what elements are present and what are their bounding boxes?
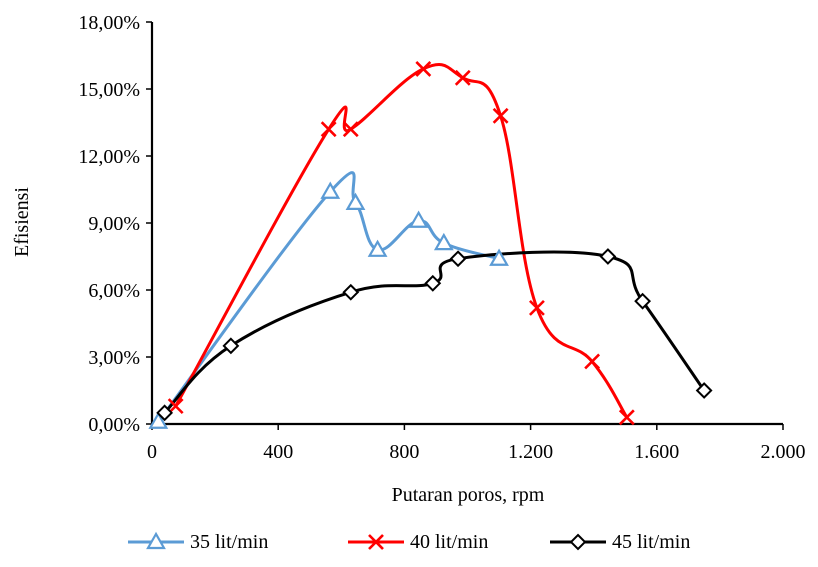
y-tick-label: 6,00%	[88, 280, 140, 302]
data-point-diamond	[599, 248, 617, 265]
x-tick-label: 800	[389, 441, 419, 463]
data-point-diamond	[156, 404, 174, 422]
x-tick-label: 0	[147, 441, 157, 463]
series-line-45-lit-min	[163, 250, 706, 414]
legend-marker	[368, 534, 384, 550]
data-point-x-stroke	[618, 409, 635, 426]
data-point-diamond	[634, 292, 652, 310]
data-point-x-stroke	[415, 60, 432, 77]
data-point-x	[454, 69, 471, 86]
series-line-40-lit-min	[174, 63, 629, 419]
y-tick-label: 9,00%	[88, 213, 140, 235]
legend: 35 lit/min 40 lit/min 45 lit/min	[128, 531, 690, 553]
data-point-x-stroke	[584, 353, 601, 370]
data-point-triangle	[408, 210, 429, 228]
x-tick-label: 1.600	[634, 441, 679, 463]
series-line-35-lit-min	[157, 171, 500, 423]
legend-label: 40 lit/min	[410, 531, 488, 553]
y-tick-label: 0,00%	[88, 414, 140, 436]
legend-marker	[569, 533, 587, 551]
data-point-x	[415, 60, 432, 77]
y-axis-title: Efisiensi	[11, 187, 33, 257]
data-point-x-stroke	[528, 299, 545, 316]
data-point-triangle	[345, 192, 366, 210]
y-tick-label: 18,00%	[78, 12, 140, 34]
data-point-x-stroke	[342, 121, 359, 138]
series-layer	[157, 63, 706, 423]
data-point-diamond	[222, 337, 240, 355]
marker-layer	[148, 60, 713, 429]
data-point-diamond	[695, 382, 713, 399]
data-point-x-stroke	[492, 107, 509, 124]
data-point-triangle	[320, 181, 341, 199]
data-point-x	[618, 409, 635, 426]
y-tick-label: 3,00%	[88, 347, 140, 369]
data-point-diamond	[424, 274, 442, 292]
y-tick-label: 15,00%	[78, 79, 140, 101]
data-point-x	[584, 353, 601, 370]
x-tick-label: 1.200	[508, 441, 553, 463]
data-point-triangle	[433, 232, 454, 251]
legend-marker	[146, 531, 166, 550]
data-point-x	[320, 121, 337, 138]
x-axis-title: Putaran poros, rpm	[392, 484, 545, 506]
data-point-x	[528, 299, 545, 316]
y-tick-label: 12,00%	[78, 146, 140, 168]
data-point-x-stroke	[454, 69, 471, 86]
data-point-diamond	[342, 283, 360, 301]
x-tick-label: 400	[263, 441, 293, 463]
data-point-triangle	[489, 248, 509, 266]
legend-label: 35 lit/min	[190, 531, 268, 553]
legend-marker-stroke	[368, 534, 384, 550]
legend-label: 45 lit/min	[612, 531, 690, 553]
data-point-x	[342, 121, 359, 138]
data-point-x-stroke	[320, 121, 337, 138]
data-point-triangle	[148, 411, 169, 429]
data-point-triangle	[367, 239, 388, 257]
data-point-x	[492, 107, 509, 124]
x-tick-label: 2.000	[761, 441, 806, 463]
axes: 0,00% 3,00% 6,00% 9,00% 12,00% 15,00% 18,00% 0 4…	[78, 12, 805, 463]
data-point-diamond	[449, 250, 467, 268]
